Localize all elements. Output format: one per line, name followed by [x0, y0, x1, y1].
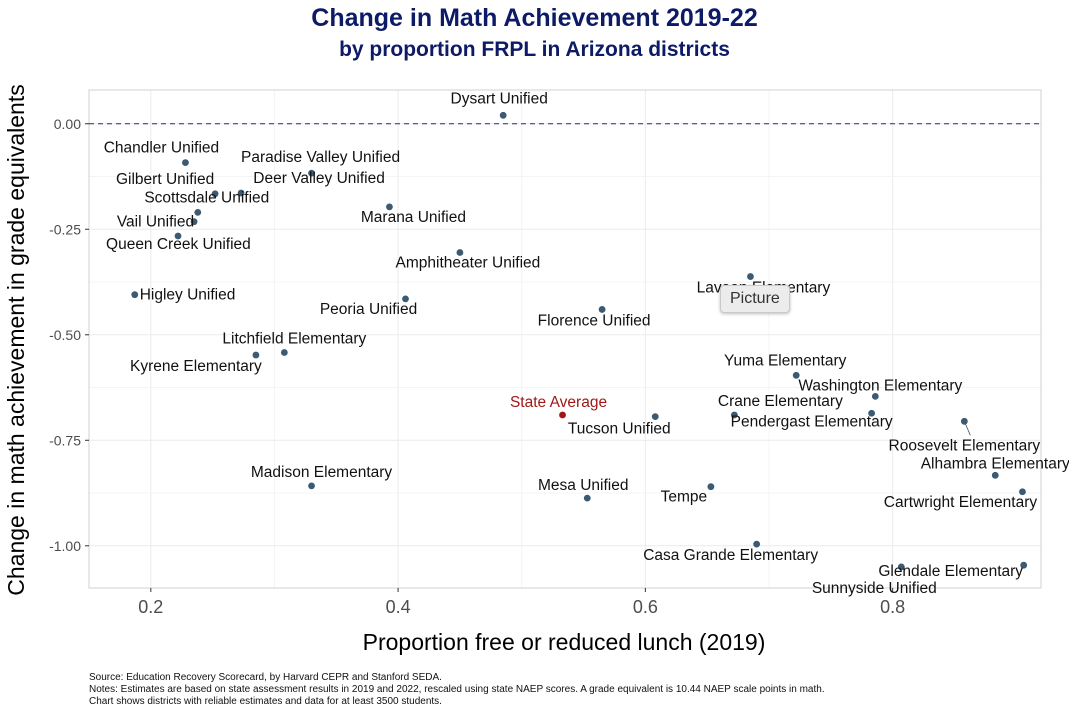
x-tick-label: 0.4 [386, 597, 411, 617]
picture-tooltip: Picture [720, 285, 790, 313]
point-kyrene-elementary [252, 351, 260, 359]
label-roosevelt-elementary: Roosevelt Elementary [889, 437, 1041, 454]
point-cartwright-elementary [1019, 488, 1026, 496]
x-axis-label: Proportion free or reduced lunch (2019) [363, 629, 766, 655]
y-tick-label: -1.00 [49, 538, 81, 554]
point-laveen-elementary [747, 273, 754, 280]
label-glendale-elementary: Glendale Elementary [878, 563, 1023, 580]
x-axis-ticks: 0.2 0.4 0.6 0.8 [138, 588, 905, 617]
point-vail-unified [190, 218, 198, 226]
point-dysart-unified [499, 111, 507, 119]
label-pendergast-elementary: Pendergast Elementary [731, 413, 893, 430]
notes-line-2: Chart shows districts with reliable esti… [89, 696, 442, 707]
y-tick-label: -0.25 [49, 221, 81, 237]
label-chandler-unified: Chandler Unified [104, 140, 219, 157]
label-gilbert-unified: Gilbert Unified [116, 171, 214, 188]
label-kyrene-elementary: Kyrene Elementary [130, 358, 262, 375]
scatter-chart: 0.00 -0.25 -0.50 -0.75 -1.00 0.2 0.4 0.6 0.8 Dy… [3, 84, 1069, 655]
point-tucson-unified [651, 413, 659, 421]
label-vail-unified: Vail Unified [117, 214, 194, 231]
label-washington-elementary: Washington Elementary [798, 377, 962, 394]
point-deer-valley-unified [237, 189, 245, 197]
chart-title: Change in Math Achievement 2019-22 [311, 4, 758, 32]
data-points [131, 111, 1028, 571]
point-casa-grande-elementary [753, 540, 761, 548]
x-tick-label: 0.8 [880, 597, 905, 617]
label-madison-elementary: Madison Elementary [251, 464, 393, 481]
point-paradise-valley-unified [308, 169, 315, 177]
label-state-average: State Average [510, 394, 607, 411]
source-note: Source: Education Recovery Scorecard, by… [89, 672, 442, 683]
label-cartwright-elementary: Cartwright Elementary [884, 494, 1038, 511]
y-tick-label: 0.00 [54, 116, 81, 132]
x-tick-label: 0.6 [633, 597, 658, 617]
y-axis-label: Change in math achievement in grade equi… [3, 84, 29, 595]
label-amphitheater-unified: Amphitheater Unified [396, 254, 541, 271]
y-tick-label: -0.50 [49, 327, 81, 343]
label-sunnyside-unified: Sunnyside Unified [812, 580, 937, 597]
point-tempe [707, 483, 715, 491]
y-tick-label: -0.75 [49, 432, 81, 448]
notes-line-1: Notes: Estimates are based on state asse… [89, 684, 825, 695]
point-peoria-unified [402, 295, 409, 303]
label-alhambra-elementary: Alhambra Elementary [921, 455, 1069, 472]
point-yuma-elementary [792, 371, 800, 379]
point-amphitheater-unified [456, 249, 464, 256]
point-pendergast-elementary [868, 409, 876, 417]
label-casa-grande-elementary: Casa Grande Elementary [643, 547, 818, 564]
chart-subtitle: by proportion FRPL in Arizona districts [339, 38, 730, 61]
label-litchfield-elementary: Litchfield Elementary [222, 331, 366, 348]
label-mesa-unified: Mesa Unified [538, 477, 628, 494]
plot-panel-border [88, 89, 1042, 589]
label-marana-unified: Marana Unified [361, 209, 466, 226]
point-higley-unified [131, 291, 139, 299]
point-queen-creek-unified [174, 232, 182, 240]
point-litchfield-elementary [280, 349, 288, 356]
label-queen-creek-unified: Queen Creek Unified [106, 236, 251, 253]
point-crane-elementary [730, 411, 738, 419]
point-alhambra-elementary [991, 471, 999, 479]
point-state-average [559, 411, 566, 419]
label-peoria-unified: Peoria Unified [320, 301, 417, 318]
point-gilbert-unified [211, 190, 219, 198]
label-tempe: Tempe [661, 489, 708, 506]
label-deer-valley-unified: Deer Valley Unified [253, 170, 385, 187]
point-sunnyside-unified [897, 563, 905, 571]
y-axis-ticks: 0.00 -0.25 -0.50 -0.75 -1.00 [49, 116, 89, 554]
x-tick-label: 0.2 [138, 597, 163, 617]
label-paradise-valley-unified: Paradise Valley Unified [241, 149, 400, 166]
label-florence-unified: Florence Unified [538, 312, 651, 329]
label-higley-unified: Higley Unified [140, 287, 236, 304]
label-yuma-elementary: Yuma Elementary [724, 352, 847, 369]
label-leader-line [963, 421, 971, 436]
point-chandler-unified [182, 159, 189, 166]
label-dysart-unified: Dysart Unified [451, 90, 548, 107]
label-tucson-unified: Tucson Unified [568, 421, 671, 438]
point-washington-elementary [871, 392, 879, 400]
point-labels: Dysart Unified Chandler Unified Paradise V… [104, 90, 1069, 597]
point-glendale-elementary [1020, 561, 1028, 569]
label-crane-elementary: Crane Elementary [718, 393, 843, 410]
point-mesa-unified [583, 494, 591, 502]
point-florence-unified [598, 306, 606, 313]
label-scottsdale-unified: Scottsdale Unified [144, 189, 269, 206]
point-madison-elementary [308, 482, 315, 490]
point-marana-unified [386, 203, 393, 211]
point-scottsdale-unified [194, 208, 202, 216]
